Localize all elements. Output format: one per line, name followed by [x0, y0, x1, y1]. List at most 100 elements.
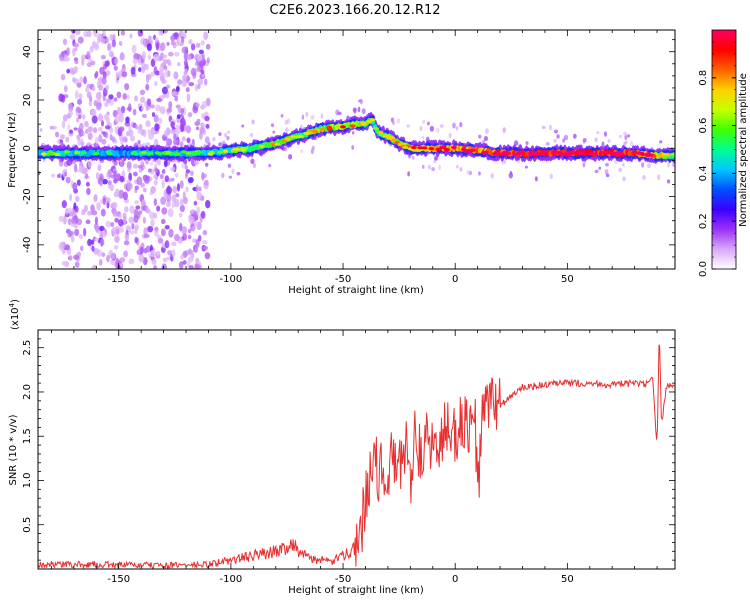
noise-speckle — [104, 60, 110, 67]
noise-speckle — [127, 168, 131, 173]
y-tick-label: 20 — [22, 94, 33, 107]
noise-speckle — [87, 210, 93, 216]
noise-speckle — [120, 30, 126, 36]
noise-speckle — [310, 115, 315, 120]
noise-speckle — [144, 178, 150, 184]
noise-speckle — [161, 218, 166, 225]
noise-speckle — [77, 36, 84, 44]
noise-speckle — [129, 205, 135, 214]
x-tick-label: 50 — [561, 574, 574, 585]
noise-speckle — [97, 230, 102, 235]
noise-speckle — [141, 50, 146, 60]
ridge-highlight — [600, 151, 607, 155]
noise-speckle — [96, 201, 101, 211]
noise-speckle — [124, 121, 131, 127]
noise-speckle — [155, 167, 159, 173]
noise-speckle — [509, 170, 513, 175]
noise-speckle — [172, 185, 178, 194]
noise-speckle — [280, 114, 284, 118]
noise-speckle — [525, 141, 529, 146]
chart-title: C2E6.2023.166.20.12.R12 — [269, 3, 440, 18]
ridge-highlight — [147, 151, 154, 155]
noise-speckle — [62, 38, 68, 46]
noise-speckle — [98, 259, 103, 266]
noise-speckle — [183, 59, 188, 67]
noise-speckle — [95, 172, 100, 180]
ridge-highlight — [196, 150, 203, 154]
noise-speckle — [155, 42, 160, 51]
noise-speckle — [192, 104, 199, 114]
ridge-highlight — [491, 152, 498, 156]
ridge-highlight — [498, 152, 505, 156]
noise-speckle — [145, 74, 150, 84]
noise-speckle — [174, 51, 180, 57]
noise-speckle — [78, 234, 83, 240]
noise-speckle — [483, 135, 489, 142]
noise-speckle — [137, 67, 142, 72]
noise-speckle — [151, 258, 157, 266]
noise-speckle — [406, 124, 410, 128]
noise-speckle — [73, 66, 79, 71]
noise-speckle — [180, 198, 184, 207]
noise-speckle — [642, 174, 646, 181]
noise-speckle — [187, 112, 193, 118]
noise-speckle — [140, 65, 146, 74]
noise-speckle — [80, 141, 85, 147]
noise-speckle — [98, 84, 104, 91]
noise-speckle — [145, 83, 150, 91]
noise-speckle — [657, 174, 661, 181]
noise-speckle — [128, 216, 135, 224]
noise-speckle — [173, 141, 177, 146]
noise-speckle — [438, 164, 441, 171]
snr-y-label: SNR (10 * v/v) — [8, 414, 19, 485]
noise-speckle — [94, 142, 97, 148]
noise-speckle — [141, 199, 146, 207]
noise-speckle — [251, 119, 255, 125]
ridge-highlight — [670, 152, 675, 157]
colorbar-tick-label: 0.4 — [698, 165, 709, 181]
noise-speckle — [142, 187, 147, 193]
noise-speckle — [191, 226, 196, 231]
noise-speckle — [541, 125, 546, 129]
noise-speckle — [163, 159, 168, 168]
ridge-highlight — [558, 152, 565, 157]
noise-speckle — [145, 207, 150, 214]
noise-speckle — [153, 229, 159, 237]
noise-speckle — [181, 136, 186, 142]
noise-speckle — [603, 131, 608, 137]
noise-speckle — [131, 222, 135, 230]
noise-speckle — [119, 160, 124, 167]
noise-speckle — [145, 104, 149, 112]
noise-speckle — [75, 205, 79, 213]
spectrogram-frame — [37, 29, 676, 270]
noise-speckle — [110, 252, 116, 260]
noise-speckle — [205, 123, 210, 129]
noise-speckle — [101, 252, 106, 258]
noise-speckle — [62, 114, 68, 122]
noise-speckle — [188, 214, 193, 221]
noise-speckle — [119, 113, 124, 123]
noise-speckle — [201, 123, 206, 128]
noise-speckle — [104, 101, 109, 108]
noise-speckle — [224, 132, 228, 138]
ridge-highlight — [482, 150, 489, 154]
noise-speckle — [129, 230, 135, 235]
noise-speckle — [63, 218, 68, 223]
ridge-highlight — [439, 145, 446, 150]
noise-speckle — [69, 33, 76, 41]
noise-speckle — [178, 261, 184, 269]
ridge-highlight — [421, 146, 428, 150]
noise-speckle — [188, 81, 195, 87]
noise-speckle — [196, 118, 201, 124]
noise-speckle — [118, 126, 125, 132]
ridge-highlight — [402, 145, 409, 149]
noise-speckle — [320, 113, 324, 119]
noise-speckle — [452, 122, 456, 129]
ridge-highlight — [74, 151, 81, 155]
noise-speckle — [84, 204, 88, 213]
noise-speckle — [185, 125, 192, 134]
noise-speckle — [81, 130, 85, 137]
ridge-highlight — [154, 151, 161, 155]
noise-speckle — [180, 254, 184, 260]
noise-speckle — [490, 173, 494, 179]
